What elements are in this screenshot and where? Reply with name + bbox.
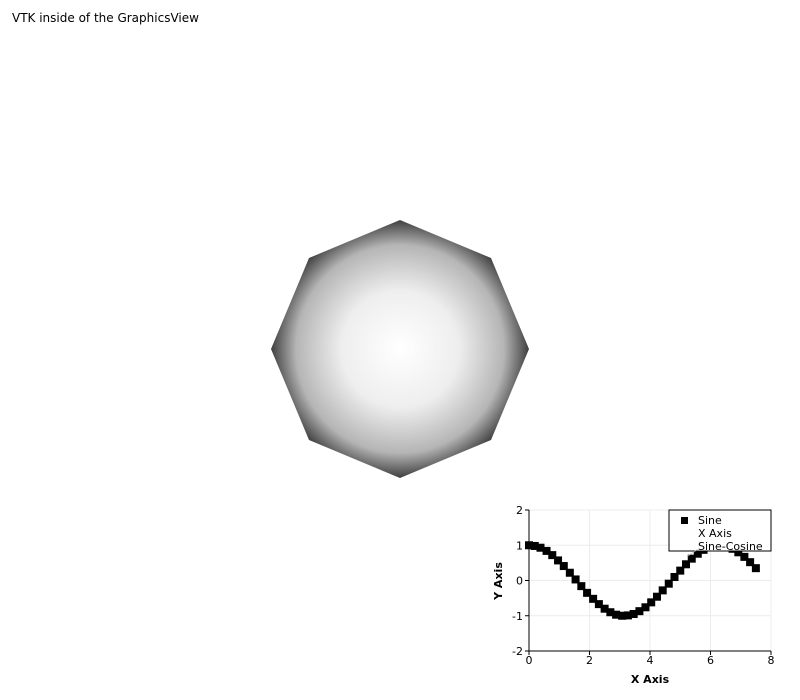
legend: Sine X Axis Sine-Cosine [668, 509, 772, 557]
legend-label-sine: Sine [698, 514, 722, 527]
y-axis-label: Y Axis [492, 562, 505, 601]
x-tick-label: 2 [586, 654, 593, 667]
data-point [687, 554, 696, 563]
y-tick-label: 0 [516, 575, 523, 588]
legend-marker-sine [681, 517, 688, 524]
x-tick-label: 0 [526, 654, 533, 667]
data-point [525, 541, 533, 550]
data-point [664, 579, 673, 588]
data-point [565, 568, 574, 577]
data-point [618, 611, 627, 620]
legend-marker-sine-cosine [687, 548, 699, 557]
data-point [559, 562, 568, 571]
data-point [676, 566, 685, 575]
data-point [647, 598, 656, 607]
x-tick-label: 4 [647, 654, 654, 667]
data-point [583, 588, 592, 597]
data-point [670, 572, 679, 581]
y-tick-label: 2 [516, 504, 523, 517]
data-point [554, 556, 563, 565]
data-point [629, 609, 638, 618]
data-point [652, 592, 661, 601]
data-point [623, 611, 632, 620]
data-point [600, 604, 609, 613]
y-tick-label: -1 [512, 610, 523, 623]
octagon-shape [271, 220, 529, 478]
data-point [594, 600, 603, 609]
y-tick-label: 1 [516, 539, 523, 552]
data-point [589, 594, 598, 603]
data-point [734, 548, 743, 557]
chart: 0 2 4 6 8 2 1 0 -1 -2 X Axis Y Axis Sine… [492, 504, 775, 686]
data-point [751, 564, 760, 573]
axes [525, 509, 772, 655]
x-axis-label: X Axis [631, 673, 670, 686]
data-point [548, 551, 557, 560]
legend-label-sine-cosine: Sine-Cosine [698, 540, 763, 553]
data-point [681, 560, 690, 569]
data-point [635, 607, 644, 616]
data-point [746, 558, 755, 567]
x-tick-label: 6 [707, 654, 714, 667]
data-point [530, 541, 539, 550]
graphics-view[interactable] [0, 0, 800, 495]
data-point [542, 546, 551, 555]
window-title: VTK inside of the GraphicsView [12, 11, 199, 25]
data-point [641, 603, 650, 612]
y-tick-label: -2 [512, 645, 523, 658]
data-point [606, 608, 615, 617]
data-point [740, 552, 749, 561]
legend-label-x-axis: X Axis [698, 527, 732, 540]
data-point [693, 549, 702, 558]
data-point [536, 543, 545, 552]
data-point [577, 582, 586, 591]
x-tick-label: 8 [768, 654, 775, 667]
data-point [571, 575, 580, 584]
data-point [658, 586, 667, 595]
data-point [612, 610, 621, 619]
